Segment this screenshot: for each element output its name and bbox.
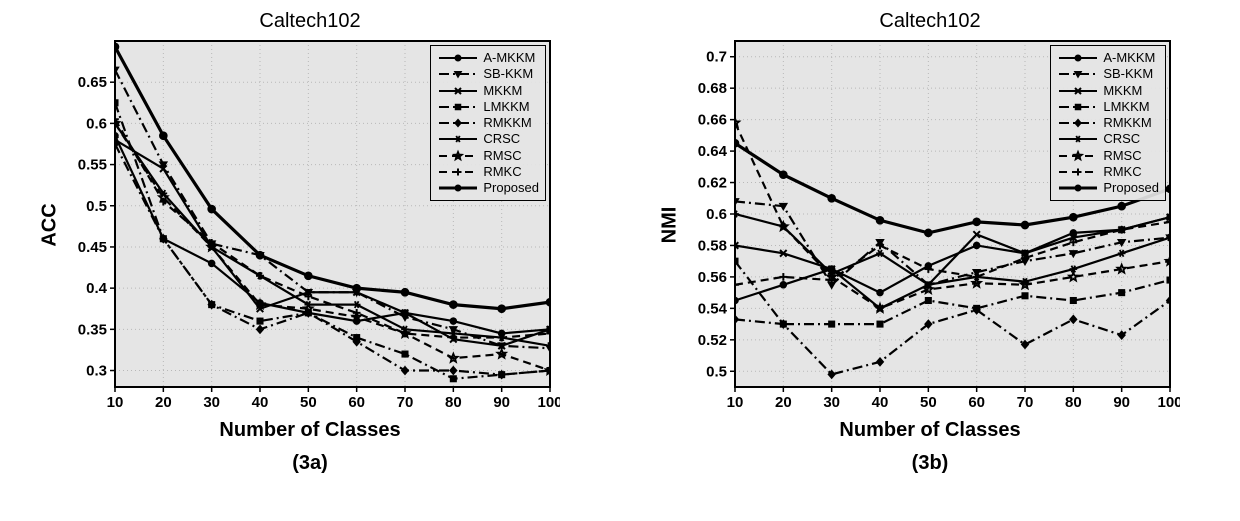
svg-text:0.68: 0.68 <box>698 80 727 97</box>
legend-item-a-mkkm: A-MKKM <box>1057 50 1159 66</box>
subcaption-3a: (3a) <box>292 452 328 475</box>
legend-label: CRSC <box>483 131 520 147</box>
svg-text:0.55: 0.55 <box>78 157 107 174</box>
svg-text:10: 10 <box>727 394 744 411</box>
legend-item-crsc: CRSC <box>437 131 539 147</box>
svg-text:0.58: 0.58 <box>698 237 727 254</box>
svg-text:0.52: 0.52 <box>698 332 727 349</box>
legend-label: RMSC <box>1103 148 1141 164</box>
svg-text:100: 100 <box>1157 394 1180 411</box>
legend-item-lmkkm: LMKKM <box>437 99 539 115</box>
svg-text:0.54: 0.54 <box>698 300 728 317</box>
legend-item-rmkkm: RMKKM <box>437 115 539 131</box>
figure-page: Caltech102 ACC 10 20 30 40 50 60 70 80 90 100 0.3 0… <box>0 0 1240 521</box>
panel-3a: Caltech102 ACC 10 20 30 40 50 60 70 80 90 100 0.3 0… <box>30 10 590 510</box>
svg-text:0.65: 0.65 <box>78 74 107 91</box>
legend-item-a-mkkm: A-MKKM <box>437 50 539 66</box>
svg-text:0.66: 0.66 <box>698 112 727 129</box>
legend-item-lmkkm: LMKKM <box>1057 99 1159 115</box>
legend-label: Proposed <box>483 180 539 196</box>
legend-label: MKKM <box>483 83 522 99</box>
legend-item-rmsc: RMSC <box>437 148 539 164</box>
svg-text:0.6: 0.6 <box>86 115 107 132</box>
ylabel-3a: ACC <box>39 203 62 246</box>
ylabel-3b: NMI <box>659 207 682 244</box>
legend-label: SB-KKM <box>483 66 533 82</box>
legend-label: A-MKKM <box>1103 50 1155 66</box>
legend-item-proposed: Proposed <box>437 180 539 196</box>
svg-text:40: 40 <box>872 394 889 411</box>
svg-text:20: 20 <box>775 394 792 411</box>
svg-text:90: 90 <box>493 394 510 411</box>
legend-item-rmkc: RMKC <box>437 164 539 180</box>
legend-item-rmsc: RMSC <box>1057 148 1159 164</box>
legend-box: A-MKKMSB-KKMMKKMLMKKMRMKKMCRSCRMSCRMKCPr… <box>1050 45 1166 201</box>
chart-wrap-3b: NMI 1020304050607080901000.50.520.540.56… <box>680 35 1180 415</box>
svg-text:70: 70 <box>1017 394 1034 411</box>
svg-text:0.7: 0.7 <box>706 49 727 66</box>
svg-text:10: 10 <box>107 394 124 411</box>
svg-text:50: 50 <box>300 394 317 411</box>
legend-label: CRSC <box>1103 131 1140 147</box>
chart-title-3a: Caltech102 <box>259 10 360 33</box>
legend-label: RMKKM <box>483 115 531 131</box>
legend-label: RMKC <box>1103 164 1141 180</box>
svg-text:40: 40 <box>252 394 269 411</box>
legend-label: MKKM <box>1103 83 1142 99</box>
legend-item-crsc: CRSC <box>1057 131 1159 147</box>
svg-text:70: 70 <box>397 394 414 411</box>
legend-label: SB-KKM <box>1103 66 1153 82</box>
svg-text:60: 60 <box>968 394 985 411</box>
legend-item-sb-kkm: SB-KKM <box>437 66 539 82</box>
xlabel-3b: Number of Classes <box>839 419 1020 442</box>
svg-text:80: 80 <box>1065 394 1082 411</box>
legend-item-proposed: Proposed <box>1057 180 1159 196</box>
legend-label: RMKC <box>483 164 521 180</box>
svg-text:20: 20 <box>155 394 172 411</box>
svg-text:100: 100 <box>537 394 560 411</box>
subcaption-3b: (3b) <box>912 452 949 475</box>
svg-text:60: 60 <box>348 394 365 411</box>
chart-wrap-3a: ACC 1020304050607080901000.30.350.40.450… <box>60 35 560 415</box>
legend-label: RMKKM <box>1103 115 1151 131</box>
legend-item-mkkm: MKKM <box>1057 83 1159 99</box>
legend-label: LMKKM <box>1103 99 1149 115</box>
svg-text:0.45: 0.45 <box>78 239 107 256</box>
legend-label: Proposed <box>1103 180 1159 196</box>
legend-label: RMSC <box>483 148 521 164</box>
legend-label: A-MKKM <box>483 50 535 66</box>
svg-text:0.3: 0.3 <box>86 363 107 380</box>
svg-text:0.6: 0.6 <box>706 206 727 223</box>
svg-text:50: 50 <box>920 394 937 411</box>
svg-text:80: 80 <box>445 394 462 411</box>
legend-box: A-MKKMSB-KKMMKKMLMKKMRMKKMCRSCRMSCRMKCPr… <box>430 45 546 201</box>
legend-item-rmkc: RMKC <box>1057 164 1159 180</box>
svg-text:0.5: 0.5 <box>86 198 107 215</box>
svg-text:0.64: 0.64 <box>698 143 728 160</box>
svg-text:0.62: 0.62 <box>698 175 727 192</box>
svg-text:90: 90 <box>1113 394 1130 411</box>
svg-text:30: 30 <box>823 394 840 411</box>
svg-text:0.56: 0.56 <box>698 269 727 286</box>
panel-3b: Caltech102 NMI 10 20 30 40 50 60 70 80 90 100 0.5 0… <box>650 10 1210 510</box>
chart-title-3b: Caltech102 <box>879 10 980 33</box>
svg-text:0.5: 0.5 <box>706 363 727 380</box>
xlabel-3a: Number of Classes <box>219 419 400 442</box>
legend-item-sb-kkm: SB-KKM <box>1057 66 1159 82</box>
legend-label: LMKKM <box>483 99 529 115</box>
svg-text:30: 30 <box>203 394 220 411</box>
legend-item-mkkm: MKKM <box>437 83 539 99</box>
legend-item-rmkkm: RMKKM <box>1057 115 1159 131</box>
svg-text:0.4: 0.4 <box>86 280 108 297</box>
svg-text:0.35: 0.35 <box>78 321 107 338</box>
